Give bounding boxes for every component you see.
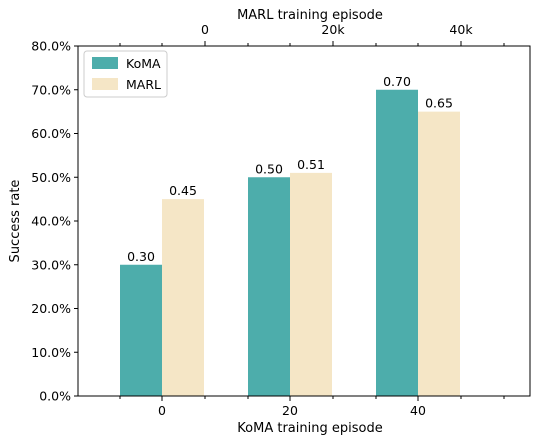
y-tick-label: 50.0% bbox=[31, 170, 71, 185]
value-label-marl-0: 0.45 bbox=[169, 183, 197, 198]
bars-group: 0.30 0.50 0.70 0.45 0.51 0.65 bbox=[120, 74, 460, 396]
value-label-koma-40: 0.70 bbox=[383, 74, 411, 89]
bar-marl-40 bbox=[418, 111, 460, 396]
bar-koma-40 bbox=[376, 89, 418, 396]
y-tick-label: 60.0% bbox=[31, 126, 71, 141]
value-label-marl-20: 0.51 bbox=[297, 157, 325, 172]
x-tick-label: 20 bbox=[282, 403, 298, 418]
value-label-koma-20: 0.50 bbox=[255, 161, 283, 176]
y-tick-label: 0.0% bbox=[39, 389, 71, 404]
legend-swatch-koma bbox=[92, 57, 118, 69]
bar-marl-0 bbox=[162, 199, 204, 396]
x-tick-label: 40 bbox=[410, 403, 426, 418]
top-x-tick-label: 0 bbox=[201, 22, 209, 37]
plot-frame bbox=[77, 45, 531, 397]
y-tick-label: 70.0% bbox=[31, 82, 71, 97]
top-x-tick-label: 40k bbox=[449, 22, 473, 37]
y-tick-label: 80.0% bbox=[31, 39, 71, 54]
legend-label-marl: MARL bbox=[126, 77, 161, 92]
value-label-marl-40: 0.65 bbox=[425, 96, 453, 111]
legend: KoMA MARL bbox=[83, 50, 168, 98]
bar-koma-20 bbox=[248, 177, 290, 396]
top-x-axis-title: MARL training episode bbox=[237, 8, 383, 23]
x-axis: 0 20 40 bbox=[119, 396, 505, 418]
y-tick-label: 10.0% bbox=[31, 345, 71, 360]
legend-label-koma: KoMA bbox=[126, 56, 161, 71]
y-tick-label: 40.0% bbox=[31, 214, 71, 229]
value-label-koma-0: 0.30 bbox=[127, 249, 155, 264]
bar-koma-0 bbox=[120, 264, 162, 396]
legend-swatch-marl bbox=[92, 78, 118, 90]
top-x-tick-label: 20k bbox=[321, 22, 345, 37]
x-tick-label: 0 bbox=[158, 403, 166, 418]
y-axis-title: Success rate bbox=[8, 180, 23, 263]
y-tick-label: 20.0% bbox=[31, 301, 71, 316]
x-axis-title: KoMA training episode bbox=[237, 421, 382, 436]
y-tick-label: 30.0% bbox=[31, 257, 71, 272]
bar-marl-20 bbox=[290, 172, 332, 396]
y-axis: 0.0% 10.0% 20.0% 30.0% 40.0% 50.0% 60.0% 70.0% 8… bbox=[31, 39, 78, 404]
top-x-axis: 0 20k 40k bbox=[119, 22, 505, 46]
